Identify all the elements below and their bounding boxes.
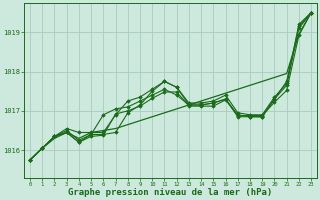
X-axis label: Graphe pression niveau de la mer (hPa): Graphe pression niveau de la mer (hPa) — [68, 188, 273, 197]
